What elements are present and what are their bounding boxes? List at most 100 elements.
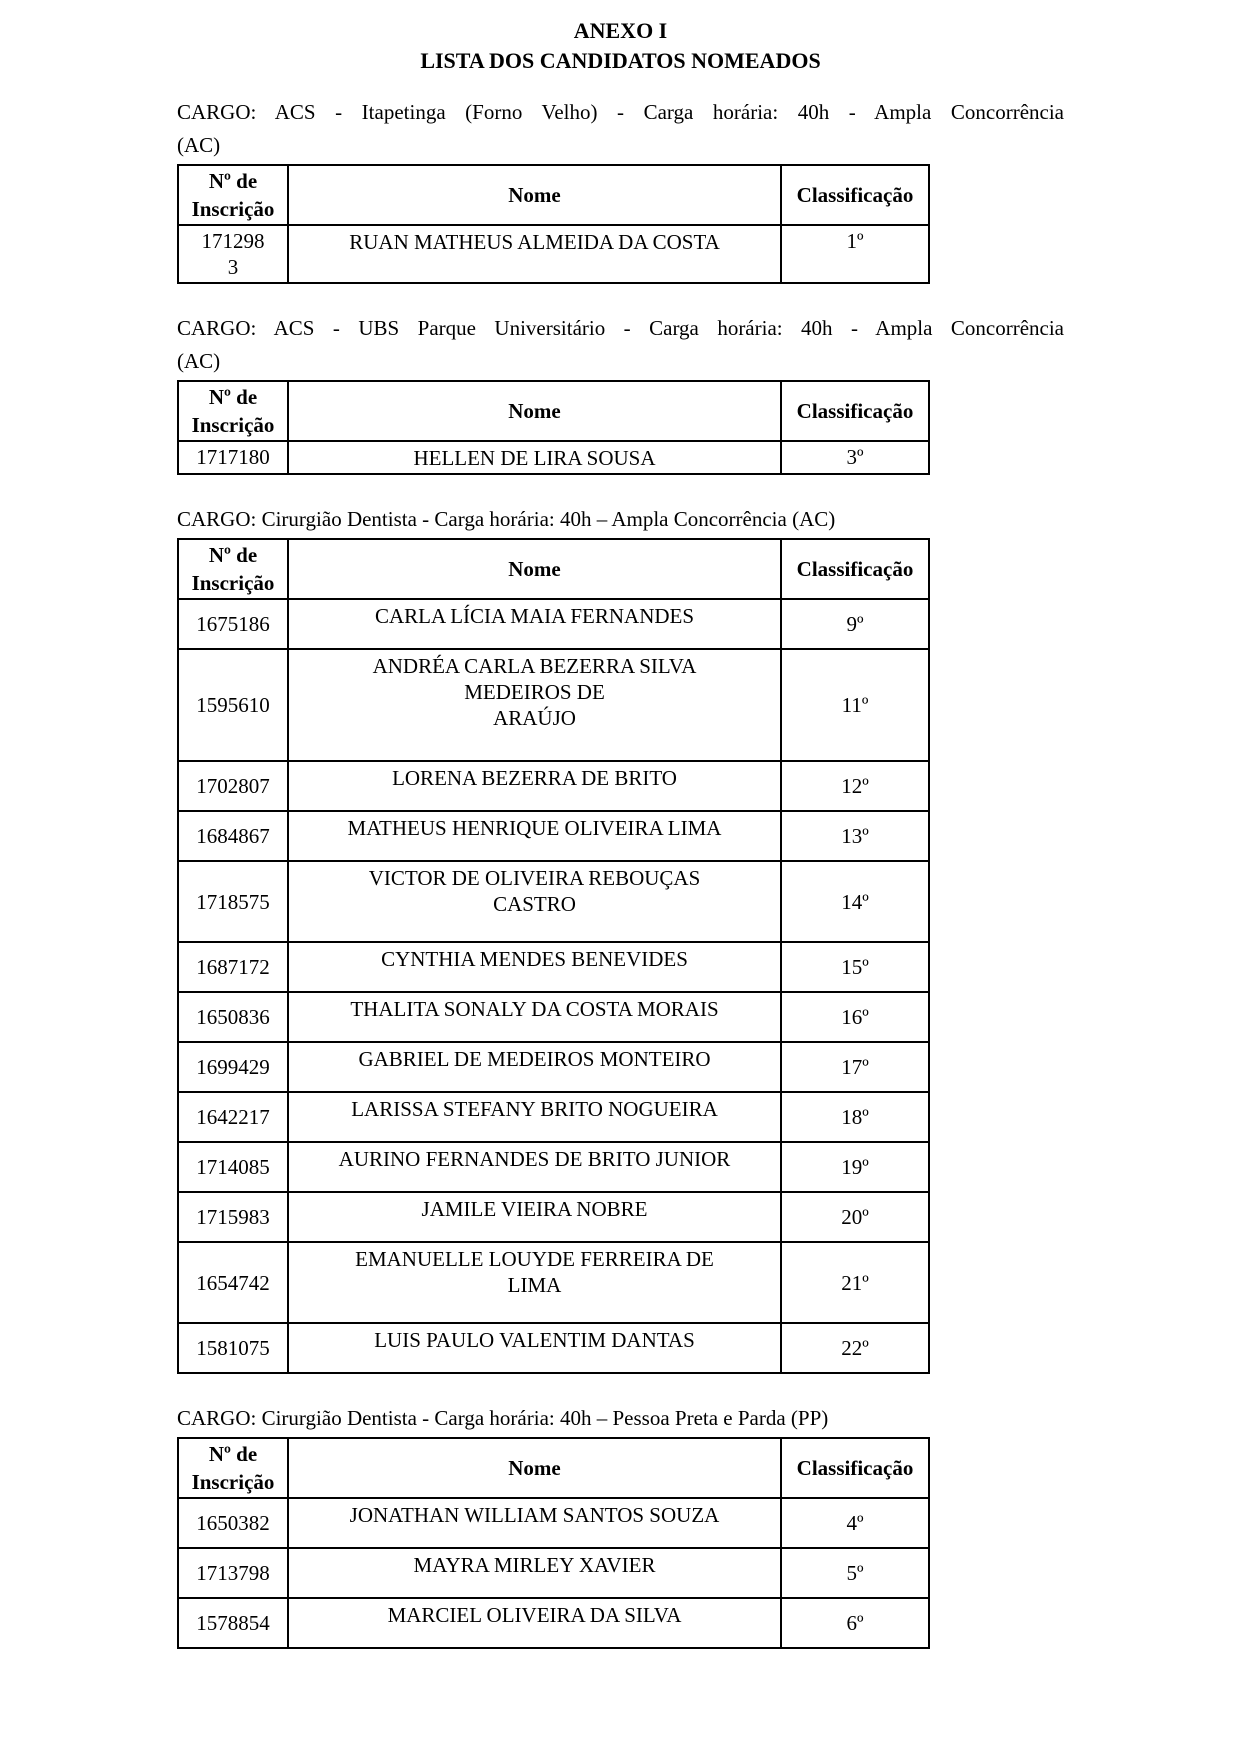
header-inscricao: Nº de Inscrição [177,1437,289,1499]
candidate-name: EMANUELLE LOUYDE FERREIRA DE LIMA [287,1241,782,1324]
classification-value: 4º [780,1497,930,1549]
header-inscricao: Nº de Inscrição [177,164,289,226]
table-header-row: Nº de Inscrição Nome Classificação [177,380,930,442]
candidate-name: HELLEN DE LIRA SOUSA [287,440,782,475]
cargo-heading-line1: CARGO: ACS - Itapetinga (Forno Velho) - … [177,100,1064,124]
candidate-name: MATHEUS HENRIQUE OLIVEIRA LIMA [287,810,782,862]
cargo-heading: CARGO: ACS - UBS Parque Universitário - … [177,312,1064,378]
candidate-name: CARLA LÍCIA MAIA FERNANDES [287,598,782,650]
table-row: 1715983 JAMILE VIEIRA NOBRE 20º [177,1191,930,1243]
cargo-heading-line1: CARGO: Cirurgião Dentista - Carga horári… [177,507,836,531]
header-classificacao: Classificação [780,380,930,442]
candidate-name: RUAN MATHEUS ALMEIDA DA COSTA [287,224,782,284]
inscricao-number: 1718575 [177,860,289,943]
inscricao-number: 1675186 [177,598,289,650]
inscricao-number: 1650382 [177,1497,289,1549]
table-row: 1702807 LORENA BEZERRA DE BRITO 12º [177,760,930,812]
header-classificacao: Classificação [780,1437,930,1499]
inscricao-number: 1642217 [177,1091,289,1143]
cargo-heading: CARGO: ACS - Itapetinga (Forno Velho) - … [177,96,1064,162]
cargo-heading-line2: (AC) [177,349,221,373]
candidate-name: CYNTHIA MENDES BENEVIDES [287,941,782,993]
classification-value: 17º [780,1041,930,1093]
classification-value: 16º [780,991,930,1043]
candidate-name: GABRIEL DE MEDEIROS MONTEIRO [287,1041,782,1093]
table-row: 1717180 HELLEN DE LIRA SOUSA 3º [177,440,930,475]
classification-value: 6º [780,1597,930,1649]
classification-value: 21º [780,1241,930,1324]
sections-container: CARGO: ACS - Itapetinga (Forno Velho) - … [177,96,1064,1649]
inscricao-number: 1654742 [177,1241,289,1324]
table-row: 1654742 EMANUELLE LOUYDE FERREIRA DE LIMA… [177,1241,930,1324]
table-header-row: Nº de Inscrição Nome Classificação [177,164,930,226]
classification-value: 15º [780,941,930,993]
inscricao-number: 171298 3 [177,224,289,284]
inscricao-number: 1715983 [177,1191,289,1243]
candidate-name: LUIS PAULO VALENTIM DANTAS [287,1322,782,1374]
inscricao-number: 1702807 [177,760,289,812]
inscricao-number: 1717180 [177,440,289,475]
classification-value: 14º [780,860,930,943]
classification-value: 22º [780,1322,930,1374]
table-row: 1578854 MARCIEL OLIVEIRA DA SILVA 6º [177,1597,930,1649]
cargo-heading-line1: CARGO: Cirurgião Dentista - Carga horári… [177,1406,829,1430]
table-row: 1595610 ANDRÉA CARLA BEZERRA SILVA MEDEIR… [177,648,930,762]
classification-value: 12º [780,760,930,812]
table-row: 1713798 MAYRA MIRLEY XAVIER 5º [177,1547,930,1599]
document-title-line2: LISTA DOS CANDIDATOS NOMEADOS [420,48,821,73]
header-classificacao: Classificação [780,164,930,226]
table-row: 171298 3 RUAN MATHEUS ALMEIDA DA COSTA 1º [177,224,930,284]
table-row: 1642217 LARISSA STEFANY BRITO NOGUEIRA 18º [177,1091,930,1143]
candidate-name: LORENA BEZERRA DE BRITO [287,760,782,812]
inscricao-number: 1699429 [177,1041,289,1093]
inscricao-number: 1650836 [177,991,289,1043]
header-nome: Nome [287,1437,782,1499]
inscricao-number: 1687172 [177,941,289,993]
candidate-name: JONATHAN WILLIAM SANTOS SOUZA [287,1497,782,1549]
inscricao-number: 1713798 [177,1547,289,1599]
header-nome: Nome [287,164,782,226]
classification-value: 9º [780,598,930,650]
table-row: 1718575 VICTOR DE OLIVEIRA REBOUÇAS CASTR… [177,860,930,943]
inscricao-number: 1581075 [177,1322,289,1374]
inscricao-number: 1714085 [177,1141,289,1193]
cargo-section: CARGO: Cirurgião Dentista - Carga horári… [177,503,1064,1374]
header-inscricao: Nº de Inscrição [177,538,289,600]
candidates-table: Nº de Inscrição Nome Classificação 171298 3… [177,164,930,284]
candidate-name: MARCIEL OLIVEIRA DA SILVA [287,1597,782,1649]
header-nome: Nome [287,380,782,442]
candidate-name: LARISSA STEFANY BRITO NOGUEIRA [287,1091,782,1143]
header-classificacao: Classificação [780,538,930,600]
inscricao-number: 1684867 [177,810,289,862]
cargo-section: CARGO: ACS - Itapetinga (Forno Velho) - … [177,96,1064,284]
table-row: 1675186 CARLA LÍCIA MAIA FERNANDES 9º [177,598,930,650]
candidate-name: JAMILE VIEIRA NOBRE [287,1191,782,1243]
classification-value: 3º [780,440,930,475]
cargo-section: CARGO: Cirurgião Dentista - Carga horári… [177,1402,1064,1649]
table-row: 1650382 JONATHAN WILLIAM SANTOS SOUZA 4º [177,1497,930,1549]
candidate-name: AURINO FERNANDES DE BRITO JUNIOR [287,1141,782,1193]
candidates-table: Nº de Inscrição Nome Classificação 1717180 H… [177,380,930,475]
candidate-name: VICTOR DE OLIVEIRA REBOUÇAS CASTRO [287,860,782,943]
table-row: 1684867 MATHEUS HENRIQUE OLIVEIRA LIMA 13º [177,810,930,862]
cargo-heading: CARGO: Cirurgião Dentista - Carga horári… [177,503,1064,536]
document-title: ANEXO I LISTA DOS CANDIDATOS NOMEADOS [177,16,1064,76]
classification-value: 1º [780,224,930,284]
classification-value: 18º [780,1091,930,1143]
candidate-name: MAYRA MIRLEY XAVIER [287,1547,782,1599]
table-header-row: Nº de Inscrição Nome Classificação [177,538,930,600]
table-header-row: Nº de Inscrição Nome Classificação [177,1437,930,1499]
classification-value: 5º [780,1547,930,1599]
page-content: ANEXO I LISTA DOS CANDIDATOS NOMEADOS CA… [177,16,1064,1649]
cargo-section: CARGO: ACS - UBS Parque Universitário - … [177,312,1064,475]
cargo-heading-line1: CARGO: ACS - UBS Parque Universitário - … [177,316,1064,340]
classification-value: 13º [780,810,930,862]
candidates-table: Nº de Inscrição Nome Classificação 1650382 J… [177,1437,930,1649]
classification-value: 11º [780,648,930,762]
cargo-heading: CARGO: Cirurgião Dentista - Carga horári… [177,1402,1064,1435]
inscricao-number: 1595610 [177,648,289,762]
cargo-heading-line2: (AC) [177,133,221,157]
table-row: 1581075 LUIS PAULO VALENTIM DANTAS 22º [177,1322,930,1374]
header-inscricao: Nº de Inscrição [177,380,289,442]
